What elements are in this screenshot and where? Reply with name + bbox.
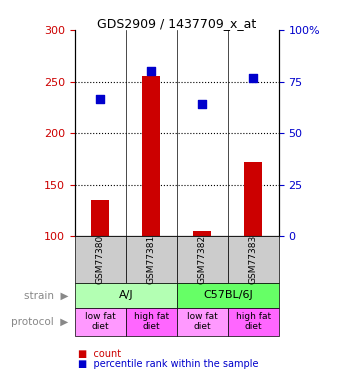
Bar bbox=[142, 76, 160, 236]
Text: protocol  ▶: protocol ▶ bbox=[11, 316, 68, 327]
Text: ■  count: ■ count bbox=[78, 350, 121, 359]
Bar bbox=[193, 231, 211, 236]
Bar bbox=[91, 200, 109, 236]
Text: GSM77380: GSM77380 bbox=[96, 235, 105, 284]
Text: ■  percentile rank within the sample: ■ percentile rank within the sample bbox=[78, 359, 259, 369]
Text: GSM77382: GSM77382 bbox=[198, 235, 207, 284]
Text: GSM77381: GSM77381 bbox=[147, 235, 156, 284]
Text: low fat
diet: low fat diet bbox=[187, 312, 218, 331]
Text: high fat
diet: high fat diet bbox=[236, 312, 271, 331]
Text: high fat
diet: high fat diet bbox=[134, 312, 169, 331]
Text: C57BL/6J: C57BL/6J bbox=[203, 290, 253, 300]
Text: low fat
diet: low fat diet bbox=[85, 312, 116, 331]
Point bbox=[251, 75, 256, 81]
Text: GDS2909 / 1437709_x_at: GDS2909 / 1437709_x_at bbox=[97, 17, 256, 30]
Point bbox=[149, 68, 154, 74]
Point bbox=[200, 101, 205, 107]
Text: GSM77383: GSM77383 bbox=[249, 235, 258, 284]
Text: strain  ▶: strain ▶ bbox=[23, 290, 68, 300]
Bar bbox=[244, 162, 262, 236]
Text: A/J: A/J bbox=[118, 290, 133, 300]
Point bbox=[98, 96, 103, 102]
